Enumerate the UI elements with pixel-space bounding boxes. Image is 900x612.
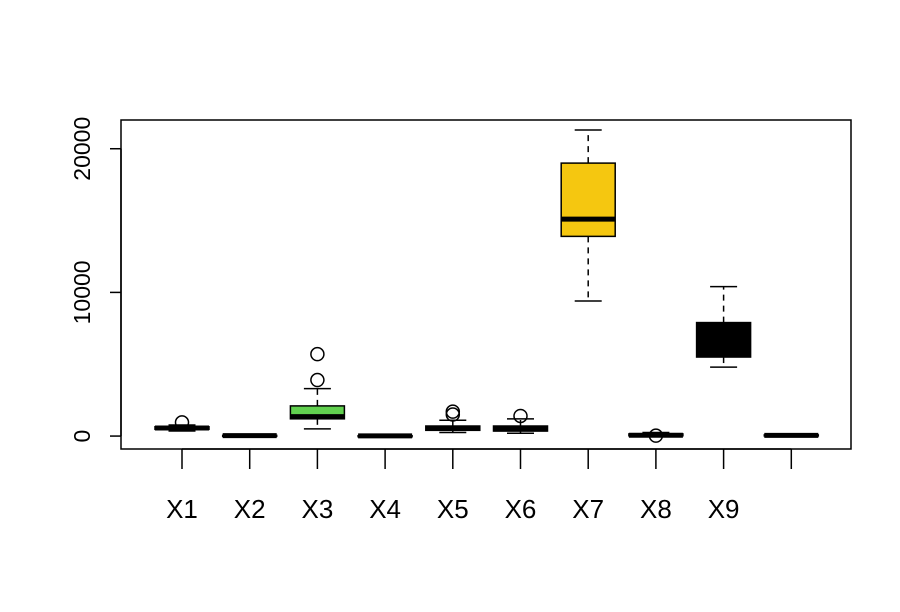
box-x5 — [425, 404, 481, 434]
x-tick-label: X6 — [505, 494, 537, 524]
x-tick-label: X8 — [640, 494, 672, 524]
outlier-point — [310, 372, 325, 388]
outlier-point — [513, 408, 528, 424]
y-axis: 0 10000 20000 — [69, 117, 122, 443]
outlier-point — [648, 428, 664, 443]
outlier-point — [445, 404, 461, 419]
x-tick-label: X3 — [301, 494, 333, 524]
x-tick-label: X4 — [369, 494, 401, 524]
box-unlabeled — [763, 432, 820, 438]
box-x1 — [154, 415, 210, 432]
box-x8 — [628, 428, 684, 443]
x-tick-label: X9 — [708, 494, 740, 524]
x-tick-label: X5 — [437, 494, 469, 524]
box-body — [695, 321, 752, 358]
y-tick-label: 10000 — [69, 260, 95, 324]
box-x3 — [289, 346, 346, 430]
outlier-point — [174, 415, 190, 430]
outlier-point — [445, 407, 461, 422]
x-tick-label: X1 — [166, 494, 198, 524]
x-tick-label: X7 — [572, 494, 604, 524]
box-x6 — [492, 408, 549, 434]
outlier-point — [310, 346, 325, 362]
plot-frame — [120, 119, 852, 450]
y-tick-label: 0 — [69, 430, 95, 443]
box-x9 — [695, 285, 752, 368]
box-x7 — [560, 129, 616, 302]
boxes-group — [154, 129, 820, 443]
box-x4 — [357, 433, 413, 439]
y-tick-label: 20000 — [69, 117, 95, 181]
x-axis: X1 X2 X3 X4 X5 X6 X7 X8 X9 — [166, 448, 793, 524]
box-body — [560, 162, 616, 238]
x-tick-label: X2 — [234, 494, 266, 524]
box-x2 — [221, 433, 278, 439]
